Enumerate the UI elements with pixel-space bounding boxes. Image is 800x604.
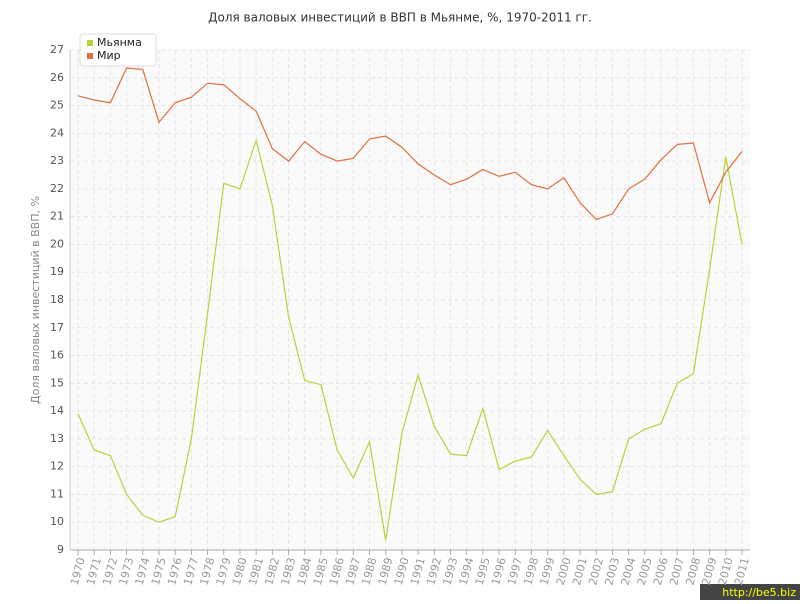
y-tick-label: 23 bbox=[50, 154, 64, 167]
y-tick-label: 10 bbox=[50, 515, 64, 528]
y-tick-label: 17 bbox=[50, 321, 64, 334]
watermark: http://be5.biz bbox=[722, 586, 796, 599]
series-line bbox=[77, 138, 743, 541]
legend-swatch bbox=[87, 40, 93, 46]
y-tick-label: 16 bbox=[50, 349, 64, 362]
y-tick-label: 25 bbox=[50, 99, 64, 112]
y-tick-label: 22 bbox=[50, 182, 64, 195]
y-tick-label: 20 bbox=[50, 237, 64, 250]
series-line bbox=[77, 67, 743, 221]
legend-label: Мьянма bbox=[97, 36, 142, 49]
y-axis-label: Доля валовых инвестиций в ВВП, % bbox=[29, 196, 42, 404]
watermark-bg bbox=[700, 584, 800, 600]
y-tick-label: 15 bbox=[50, 376, 64, 389]
y-tick-label: 12 bbox=[50, 460, 64, 473]
y-tick-label: 9 bbox=[57, 543, 64, 556]
legend-label: Мир bbox=[97, 49, 121, 62]
legend-swatch bbox=[87, 53, 93, 59]
chart-title: Доля валовых инвестиций в ВВП в Мьянме, … bbox=[208, 11, 592, 25]
y-tick-label: 19 bbox=[50, 265, 64, 278]
y-tick-label: 21 bbox=[50, 210, 64, 223]
y-tick-label: 11 bbox=[50, 487, 64, 500]
y-tick-label: 14 bbox=[50, 404, 64, 417]
y-tick-label: 27 bbox=[50, 43, 64, 56]
y-tick-label: 18 bbox=[50, 293, 64, 306]
y-tick-label: 24 bbox=[50, 126, 64, 139]
y-tick-label: 26 bbox=[50, 71, 64, 84]
legend-box bbox=[79, 33, 157, 67]
y-tick-label: 13 bbox=[50, 432, 64, 445]
